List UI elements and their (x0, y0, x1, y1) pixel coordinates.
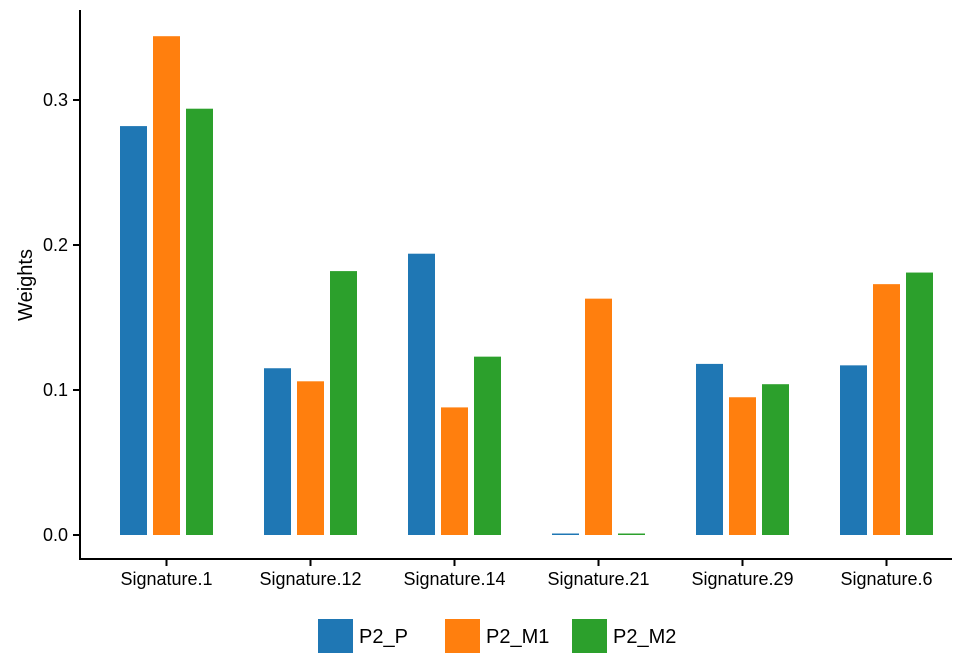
y-axis-title: Weights (15, 249, 37, 321)
y-ticks: 0.0 0.1 0.2 0.3 (43, 90, 80, 545)
legend-swatch-P2_M2 (572, 619, 607, 653)
bar-P2_P-Signature.1 (120, 126, 147, 535)
x-tick-label: Signature.14 (403, 569, 505, 589)
bar-P2_P-Signature.29 (696, 363, 723, 535)
y-tick-label: 0.3 (43, 90, 68, 110)
bar-P2_M1-Signature.29 (729, 397, 756, 535)
axes-layer (79, 10, 952, 560)
bar-P2_P-Signature.21 (552, 533, 579, 535)
x-tick-label: Signature.1 (120, 569, 212, 589)
y-tick-label: 0.2 (43, 235, 68, 255)
x-tick-label: Signature.12 (259, 569, 361, 589)
bars-layer (120, 36, 933, 535)
legend-label-P2_M1: P2_M1 (486, 626, 549, 648)
bar-P2_M2-Signature.14 (474, 356, 501, 535)
bar-P2_M1-Signature.1 (153, 36, 180, 535)
legend-label-P2_P: P2_P (359, 626, 408, 648)
x-ticks: Signature.1 Signature.12 Signature.14 Signa… (120, 559, 933, 589)
bar-P2_M1-Signature.6 (873, 284, 900, 535)
bar-P2_P-Signature.14 (408, 253, 435, 535)
y-tick-label: 0.1 (43, 380, 68, 400)
legend-swatch-P2_M1 (445, 619, 480, 653)
bar-P2_M2-Signature.1 (186, 108, 213, 535)
bar-P2_M2-Signature.21 (618, 533, 645, 535)
x-tick-label: Signature.21 (547, 569, 649, 589)
bar-P2_P-Signature.6 (840, 365, 867, 535)
bar-P2_P-Signature.12 (264, 368, 291, 535)
legend-label-P2_M2: P2_M2 (613, 626, 676, 648)
bar-P2_M2-Signature.29 (762, 384, 789, 535)
bar-P2_M2-Signature.6 (906, 272, 933, 535)
x-tick-label: Signature.29 (691, 569, 793, 589)
bar-P2_M1-Signature.12 (297, 381, 324, 535)
bar-P2_M2-Signature.12 (330, 271, 357, 535)
bar-P2_M1-Signature.21 (585, 298, 612, 535)
y-tick-label: 0.0 (43, 525, 68, 545)
bar-P2_M1-Signature.14 (441, 407, 468, 535)
legend-swatch-P2_P (318, 619, 353, 653)
legend: P2_P P2_M1 P2_M2 (318, 619, 676, 653)
x-tick-label: Signature.6 (840, 569, 932, 589)
